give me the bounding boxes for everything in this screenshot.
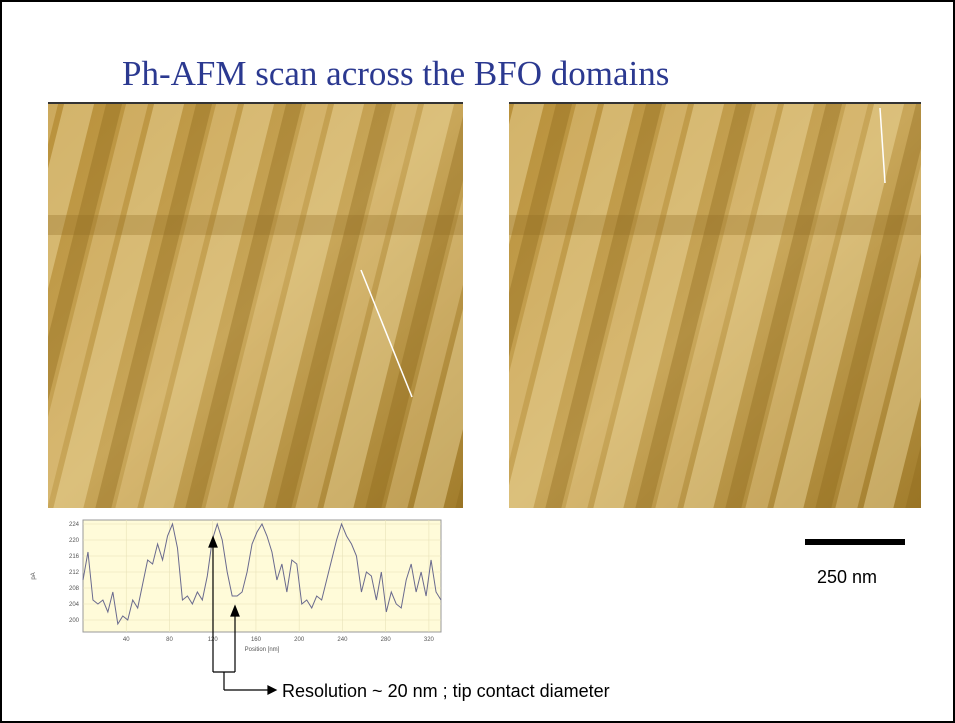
y-tick-label: 204 — [69, 602, 80, 608]
x-tick-label: 160 — [251, 637, 262, 643]
afm-image-right — [509, 103, 921, 508]
y-tick-label: 216 — [69, 554, 80, 560]
page: Ph-AFM scan across the BFO domains 250 n… — [0, 0, 955, 723]
x-tick-label: 40 — [123, 637, 130, 643]
y-tick-label: 208 — [69, 586, 80, 592]
x-tick-label: 280 — [381, 637, 392, 643]
slide-title: Ph-AFM scan across the BFO domains — [122, 54, 669, 93]
y-axis-label: pA — [31, 572, 37, 579]
afm-image-left — [48, 103, 463, 508]
y-tick-label: 200 — [69, 618, 80, 624]
slide: Ph-AFM scan across the BFO domains 250 n… — [0, 0, 955, 723]
x-tick-label: 320 — [424, 637, 435, 643]
x-tick-label: 200 — [294, 637, 305, 643]
x-tick-label: 240 — [337, 637, 348, 643]
y-tick-label: 220 — [69, 538, 80, 544]
annotation: Resolution ~ 20 nm ; tip contact diamete… — [282, 681, 610, 701]
x-tick-label: 80 — [166, 637, 173, 643]
y-tick-label: 224 — [69, 522, 80, 528]
plot-area — [83, 520, 441, 632]
scale-bar-label: 250 nm — [817, 567, 877, 587]
x-axis-label: Position [nm] — [245, 647, 280, 653]
y-tick-label: 212 — [69, 570, 80, 576]
